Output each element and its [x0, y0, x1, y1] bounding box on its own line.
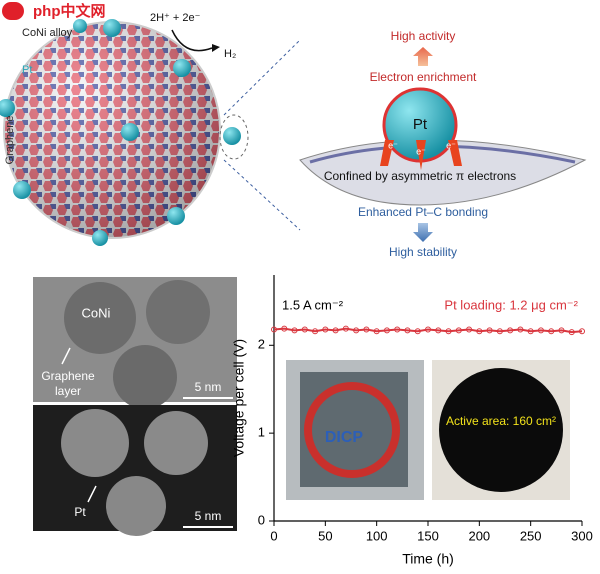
data-point [455, 327, 462, 334]
confinement: Confined by asymmetric π electrons [324, 169, 516, 183]
data-point [537, 327, 544, 334]
annotation: 1.5 A cm⁻² [282, 297, 344, 312]
data-point [281, 325, 288, 332]
reaction-arrow [171, 29, 213, 52]
data-point [425, 326, 431, 333]
logo: php中文网 [33, 2, 106, 20]
data-point [558, 327, 565, 334]
data-point [332, 327, 339, 334]
data-point [271, 326, 277, 333]
data-point [476, 328, 483, 335]
data-point [568, 329, 575, 336]
data-point [342, 325, 349, 332]
data-point [383, 327, 390, 334]
particle [146, 280, 210, 344]
data-line [273, 327, 583, 334]
x-tick-label: 300 [571, 528, 593, 543]
area-label: Active area: 160 cm² [446, 414, 556, 428]
y-tick-label: 0 [258, 512, 265, 527]
graphene-label: Graphene [4, 116, 16, 165]
zoom-circle [219, 114, 249, 160]
arrow-head [212, 44, 220, 52]
x-tick-label: 250 [520, 528, 542, 543]
particle [113, 345, 177, 409]
data-point [486, 327, 493, 334]
reaction: 2H⁺ + 2e⁻ [150, 12, 201, 24]
data-point [312, 328, 319, 335]
stack-body [300, 372, 408, 487]
particle [106, 476, 166, 536]
data-point [435, 327, 442, 334]
x-tick-label: 100 [366, 528, 388, 543]
y-tick-label: 2 [258, 337, 265, 352]
y-axis-label: Voltage per cell (V) [231, 339, 247, 457]
x-tick-label: 0 [270, 528, 277, 543]
product: H₂ [224, 48, 236, 60]
annotation: Pt loading: 1.2 μg cm⁻² [444, 297, 578, 312]
data-point [394, 326, 401, 333]
coni-label: CoNi [82, 305, 111, 320]
data-point [507, 327, 514, 334]
data-point [579, 328, 585, 335]
pointer [61, 347, 71, 365]
layer-label: layer [55, 384, 81, 398]
electron: e⁻ [416, 146, 426, 156]
data-point [404, 327, 411, 334]
zoom-line [223, 159, 301, 231]
chart: DICP Active area: 160 cm² [286, 360, 570, 500]
scale-label: 5 nm [195, 380, 222, 394]
high-stability: High stability [389, 245, 457, 259]
graphene-shell [3, 21, 221, 239]
particle [61, 409, 129, 477]
x-tick-label: 200 [468, 528, 490, 543]
data-point [301, 326, 308, 333]
data-point [322, 326, 329, 333]
data-point [527, 328, 534, 335]
layer-label: Graphene [41, 369, 95, 383]
x-tick-label: 150 [417, 528, 439, 543]
scale-label: 5 nm [195, 509, 222, 523]
pt-ball-label: Pt [413, 116, 428, 133]
data-point [353, 327, 360, 334]
particle [144, 411, 208, 475]
pointer [87, 485, 97, 503]
hose [304, 382, 400, 478]
pt-label: Pt [22, 64, 32, 76]
high-activity: High activity [391, 29, 456, 43]
logo-badge [2, 2, 24, 20]
electron: e⁻ [388, 140, 398, 150]
data-point [548, 328, 555, 335]
pt-atoms [0, 19, 241, 246]
mea-area [439, 368, 563, 492]
electron: e⁻ [446, 140, 456, 150]
x-axis-label: Time (h) [402, 551, 454, 567]
data-point [466, 326, 473, 333]
data-point [414, 328, 421, 335]
data-point [496, 328, 503, 335]
photo-text: DICP [325, 429, 364, 446]
data-point [373, 328, 380, 335]
data-point [291, 327, 298, 334]
x-tick-label: 50 [318, 528, 332, 543]
data-point [517, 326, 524, 333]
bonding: Enhanced Pt–C bonding [358, 205, 488, 219]
electron-enrichment: Electron enrichment [370, 70, 477, 84]
electron-arrows [380, 140, 462, 170]
y-tick-label: 1 [258, 425, 265, 440]
data-point [445, 328, 452, 335]
up-arrow [413, 47, 433, 66]
pt-label: Pt [74, 505, 86, 519]
alloy-label: CoNi alloy [22, 27, 73, 39]
data-point [363, 326, 370, 333]
particle [64, 282, 136, 354]
down-arrow [413, 223, 433, 242]
